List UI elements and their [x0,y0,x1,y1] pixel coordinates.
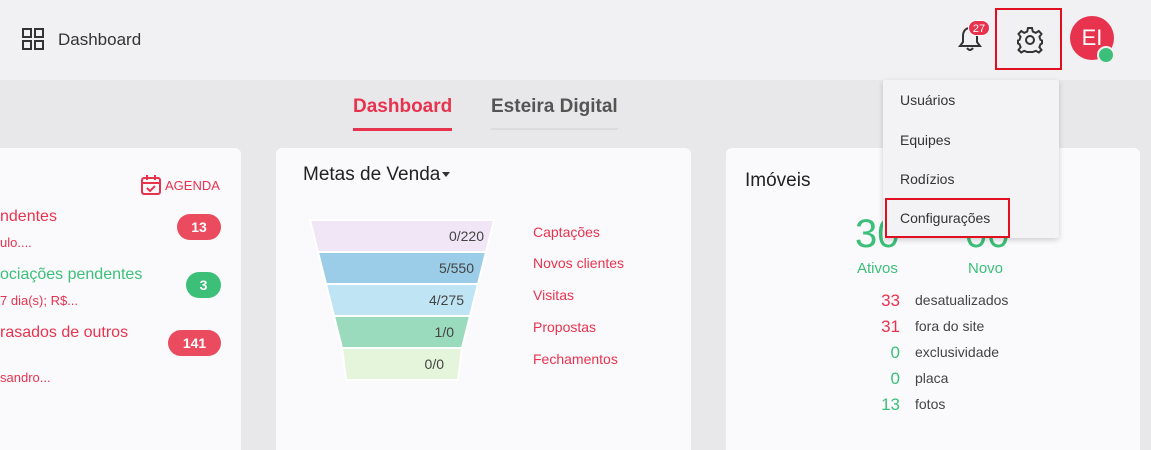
tabs: Dashboard Esteira Digital [0,96,1151,136]
pending-item-title[interactable]: ociações pendentes [0,266,143,283]
settings-highlight-box [995,8,1062,70]
menu-item-equipes[interactable]: Equipes [900,132,951,148]
funnel-stage-4 [340,347,464,381]
metas-title: Metas de Venda [303,164,441,185]
notification-badge: 27 [968,20,990,36]
funnel-label-novos-clientes[interactable]: Novos clientes [533,255,625,271]
funnel-label-visitas[interactable]: Visitas [533,287,574,303]
stat-value[interactable]: 0 [890,369,900,388]
calendar-check-icon [141,175,161,195]
grid-icon[interactable] [22,28,44,50]
imoveis-title: Imóveis [745,170,811,191]
funnel-label-captacoes[interactable]: Captações [533,224,600,240]
stat-label: fotos [915,396,946,412]
metas-dropdown[interactable]: Metas de Venda [303,164,451,186]
tab-esteira-digital[interactable]: Esteira Digital [491,96,618,130]
funnel-label-propostas[interactable]: Propostas [533,319,597,335]
stat-label: desatualizados [915,292,1009,308]
top-bar [0,0,1151,80]
stat-label: fora do site [915,318,985,334]
funnel-value: 0/0 [424,356,444,372]
configuracoes-highlight-box [885,198,1010,238]
stat-value[interactable]: 13 [881,395,900,414]
pending-count-badge[interactable]: 13 [177,214,221,240]
tab-dashboard[interactable]: Dashboard [353,96,453,131]
online-status-indicator [1097,46,1115,64]
ativos-label: Ativos [857,260,898,277]
pending-count-badge[interactable]: 141 [168,330,221,356]
sales-funnel [308,219,496,381]
funnel-value: 0/220 [448,228,484,244]
pending-item-title[interactable]: ndentes [0,208,57,225]
pending-item-subtitle: ulo.... [0,235,32,250]
gear-icon[interactable] [1016,26,1044,54]
pending-item-subtitle: sandro... [0,370,51,385]
novo-label: Novo [968,260,1004,277]
stat-value[interactable]: 0 [890,343,900,362]
menu-item-configuracoes[interactable]: Configurações [900,210,991,226]
app-title: Dashboard [58,30,142,49]
pending-item-title[interactable]: rasados de outros [0,324,129,341]
stat-label: placa [915,370,949,386]
pending-count-badge[interactable]: 3 [186,272,221,298]
pending-item-subtitle: 7 dia(s); R$... [0,293,79,308]
funnel-value: 1/0 [434,324,454,340]
caret-down-icon [442,172,451,178]
funnel-value: 4/275 [428,292,464,308]
menu-item-usuarios[interactable]: Usuários [900,92,956,108]
agenda-label: AGENDA [165,177,220,193]
menu-item-rodizios[interactable]: Rodízios [900,171,955,187]
pendencias-card [0,148,241,450]
agenda-link[interactable]: AGENDA [140,174,220,196]
funnel-value: 5/550 [438,260,474,276]
stat-label: exclusividade [915,344,1000,360]
stat-value[interactable]: 31 [881,317,900,336]
settings-dropdown-menu [883,80,1059,238]
stat-value[interactable]: 33 [881,291,900,310]
funnel-label-fechamentos[interactable]: Fechamentos [533,351,618,367]
